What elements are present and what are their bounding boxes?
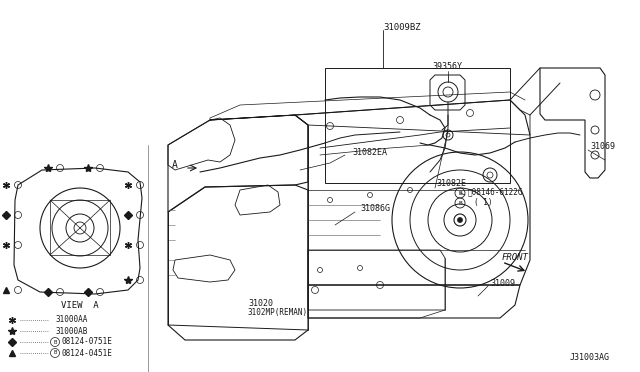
Text: A: A [172, 160, 178, 170]
Text: 39356Y: 39356Y [432, 61, 462, 71]
Text: 31082E: 31082E [436, 179, 466, 187]
Text: ⑧08146-6122G: ⑧08146-6122G [468, 187, 524, 196]
Text: 31009: 31009 [490, 279, 515, 288]
Text: 31020: 31020 [248, 298, 273, 308]
Text: B: B [458, 201, 462, 205]
Text: 31086G: 31086G [360, 203, 390, 212]
Text: 31000AB: 31000AB [55, 327, 88, 336]
Text: VIEW  A: VIEW A [61, 301, 99, 310]
Text: 08124-0751E: 08124-0751E [61, 337, 112, 346]
Circle shape [458, 218, 463, 222]
Text: 3102MP(REMAN): 3102MP(REMAN) [248, 308, 308, 317]
Bar [325, 68, 510, 183]
Text: 31009BZ: 31009BZ [383, 22, 420, 32]
Text: J31003AG: J31003AG [570, 353, 610, 362]
Text: B: B [53, 340, 56, 344]
Circle shape [74, 222, 86, 234]
Text: B: B [458, 190, 462, 196]
Text: 31069: 31069 [590, 141, 615, 151]
Text: 08124-0451E: 08124-0451E [61, 349, 112, 357]
Text: 31082EA: 31082EA [352, 148, 387, 157]
Text: ( 1): ( 1) [474, 198, 493, 206]
Text: B: B [53, 350, 56, 356]
Text: 31000AA: 31000AA [55, 315, 88, 324]
Text: FRONT: FRONT [502, 253, 529, 263]
